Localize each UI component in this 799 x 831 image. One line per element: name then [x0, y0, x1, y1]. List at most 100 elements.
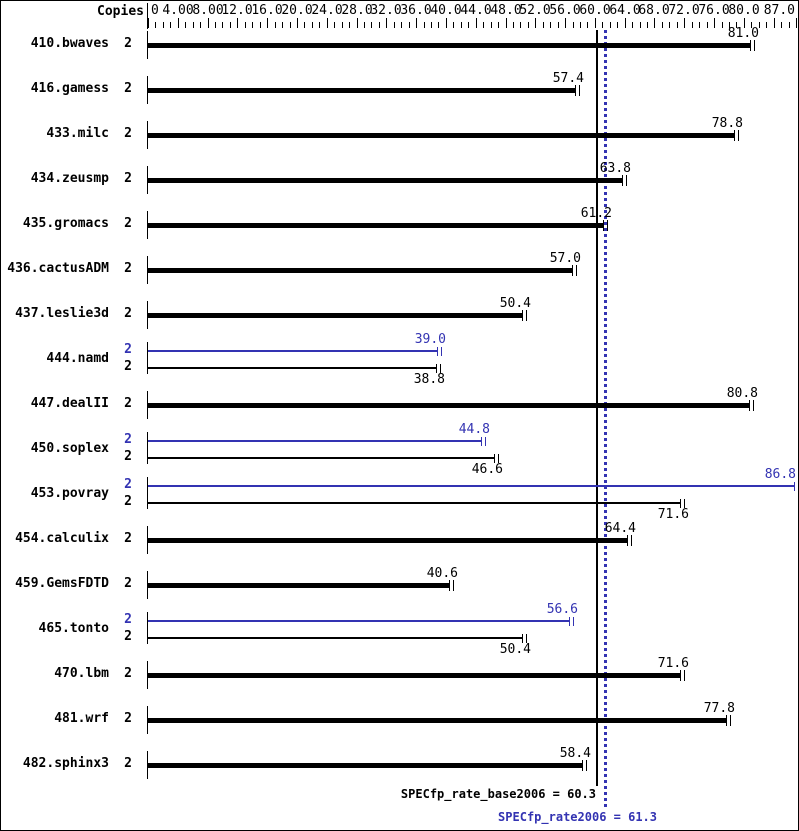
axis-minor-tick: [193, 22, 194, 28]
bar-end-marker: [573, 617, 574, 626]
axis-tick-label: 32.0: [370, 3, 402, 18]
axis-minor-tick: [498, 22, 499, 28]
benchmark-name-label: 459.GemsFDTD: [15, 576, 109, 591]
row-axis-tick: [147, 571, 148, 599]
axis-minor-tick: [736, 22, 737, 28]
axis-minor-tick: [781, 22, 782, 28]
axis-major-tick: [327, 18, 328, 28]
bar-value-label: 39.0: [414, 332, 446, 347]
result-bar: [148, 350, 438, 352]
axis-minor-tick: [461, 22, 462, 28]
row-axis-tick: [147, 211, 148, 239]
axis-minor-tick: [185, 22, 186, 28]
axis-minor-tick: [766, 22, 767, 28]
row-axis-tick: [147, 432, 148, 464]
axis-line: [147, 3, 148, 29]
bar-value-label: 46.6: [471, 462, 503, 477]
benchmark-name-label: 433.milc: [46, 126, 109, 141]
bar-end-marker: [437, 347, 438, 356]
axis-minor-tick: [692, 22, 693, 28]
bar-value-label: 38.8: [413, 372, 445, 387]
axis-major-tick: [625, 18, 626, 28]
axis-minor-tick: [200, 22, 201, 28]
axis-major-tick: [744, 18, 745, 28]
axis-minor-tick: [155, 22, 156, 28]
bar-end-marker: [631, 535, 632, 546]
axis-minor-tick: [342, 22, 343, 28]
axis-minor-tick: [401, 22, 402, 28]
bar-end-marker: [481, 437, 482, 446]
axis-major-tick: [476, 18, 477, 28]
axis-tick-label: 24.0: [311, 3, 343, 18]
result-bar: [148, 485, 795, 487]
row-axis-tick: [147, 477, 148, 509]
base-copies-label: 2: [124, 494, 132, 509]
result-bar: [148, 178, 623, 183]
benchmark-name-label: 481.wrf: [54, 711, 109, 726]
axis-minor-tick: [602, 22, 603, 28]
axis-minor-tick: [394, 22, 395, 28]
axis-major-tick: [565, 18, 566, 28]
axis-tick-label: 12.0: [221, 3, 253, 18]
result-bar: [148, 718, 727, 723]
bar-value-label: 50.4: [499, 296, 531, 311]
bar-end-marker: [680, 499, 681, 508]
axis-minor-tick: [789, 22, 790, 28]
axis-major-tick: [357, 18, 358, 28]
benchmark-name-label: 470.lbm: [54, 666, 109, 681]
row-axis-tick: [147, 751, 148, 779]
axis-major-tick: [446, 18, 447, 28]
axis-tick-label: 64.0: [609, 3, 641, 18]
base-copies-label: 2: [124, 359, 132, 374]
axis-major-tick: [595, 18, 596, 28]
peak-copies-label: 2: [124, 342, 132, 357]
bar-end-marker: [526, 634, 527, 643]
axis-minor-tick: [491, 22, 492, 28]
benchmark-name-label: 450.soplex: [30, 441, 109, 456]
bar-end-marker: [498, 454, 499, 463]
bar-end-marker: [575, 85, 576, 96]
bar-value-label: 86.8: [764, 467, 796, 482]
axis-minor-tick: [379, 22, 380, 28]
axis-tick-label: 56.0: [549, 3, 581, 18]
axis-minor-tick: [543, 22, 544, 28]
axis-tick-label: 36.0: [400, 3, 432, 18]
axis-minor-tick: [245, 22, 246, 28]
axis-minor-tick: [252, 22, 253, 28]
peak-copies-label: 2: [124, 612, 132, 627]
axis-minor-tick: [431, 22, 432, 28]
axis-minor-tick: [230, 22, 231, 28]
axis-minor-tick: [371, 22, 372, 28]
base-rate-summary-label: SPECfp_rate_base2006 = 60.3: [400, 787, 596, 801]
base-copies-label: 2: [124, 126, 132, 141]
peak-reference-line: [604, 30, 607, 809]
base-copies-label: 2: [124, 171, 132, 186]
result-bar: [148, 502, 681, 504]
bar-end-marker: [749, 400, 750, 411]
axis-minor-tick: [647, 22, 648, 28]
benchmark-name-label: 434.zeusmp: [30, 171, 109, 186]
bar-end-marker: [734, 130, 735, 141]
axis-tick-label: 60.0: [579, 3, 611, 18]
axis-tick-label: 28.0: [341, 3, 373, 18]
bar-value-label: 81.0: [727, 26, 759, 41]
axis-minor-tick: [707, 22, 708, 28]
benchmark-name-label: 447.dealII: [30, 396, 109, 411]
axis-minor-tick: [528, 22, 529, 28]
result-bar: [148, 583, 450, 588]
row-axis-tick: [147, 166, 148, 194]
axis-minor-tick: [573, 22, 574, 28]
axis-minor-tick: [640, 22, 641, 28]
bar-end-marker: [730, 715, 731, 726]
axis-minor-tick: [163, 22, 164, 28]
bar-end-marker: [622, 175, 623, 186]
base-copies-label: 2: [124, 711, 132, 726]
result-bar: [148, 43, 751, 48]
result-bar: [148, 620, 570, 622]
axis-minor-tick: [669, 22, 670, 28]
axis-tick-label: 0: [151, 3, 159, 18]
bar-end-marker: [494, 454, 495, 463]
axis-minor-tick: [304, 22, 305, 28]
bar-end-marker: [603, 220, 604, 231]
